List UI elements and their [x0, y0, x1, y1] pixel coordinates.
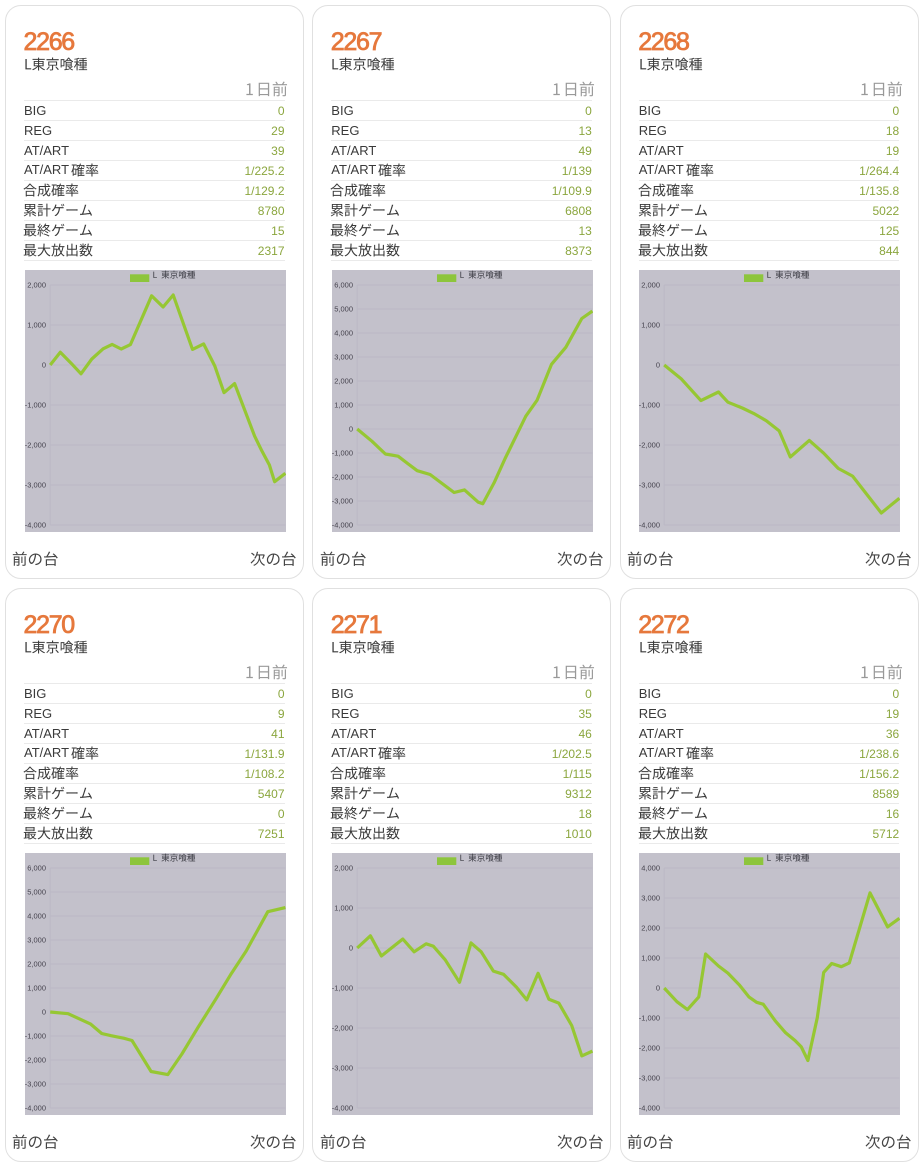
- svg-text:5,000: 5,000: [27, 887, 46, 896]
- svg-text:6,000: 6,000: [27, 863, 46, 872]
- svg-text:-3,000: -3,000: [332, 1063, 353, 1072]
- svg-text:2,000: 2,000: [642, 923, 661, 932]
- svg-text:1,000: 1,000: [27, 320, 46, 329]
- svg-text:2,000: 2,000: [27, 959, 46, 968]
- svg-text:-4,000: -4,000: [639, 1103, 660, 1112]
- svg-text:1,000: 1,000: [642, 953, 661, 962]
- svg-text:0: 0: [656, 360, 660, 369]
- svg-text:-3,000: -3,000: [639, 480, 660, 489]
- svg-text:2,000: 2,000: [334, 376, 353, 385]
- svg-text:-4,000: -4,000: [639, 520, 660, 529]
- svg-text:-1,000: -1,000: [25, 1031, 46, 1040]
- svg-text:0: 0: [349, 943, 353, 952]
- svg-text:-3,000: -3,000: [639, 1073, 660, 1082]
- svg-text:-3,000: -3,000: [25, 1079, 46, 1088]
- svg-text:-2,000: -2,000: [639, 1043, 660, 1052]
- svg-text:-4,000: -4,000: [332, 520, 353, 529]
- svg-text:2,000: 2,000: [642, 280, 661, 289]
- svg-text:0: 0: [349, 424, 353, 433]
- svg-text:3,000: 3,000: [642, 893, 661, 902]
- svg-text:-1,000: -1,000: [25, 400, 46, 409]
- svg-text:-4,000: -4,000: [332, 1103, 353, 1112]
- svg-text:3,000: 3,000: [334, 352, 353, 361]
- svg-text:4,000: 4,000: [27, 911, 46, 920]
- svg-text:2,000: 2,000: [334, 863, 353, 872]
- svg-text:1,000: 1,000: [642, 320, 661, 329]
- svg-text:3,000: 3,000: [27, 935, 46, 944]
- svg-text:2,000: 2,000: [27, 280, 46, 289]
- svg-text:-1,000: -1,000: [332, 448, 353, 457]
- svg-text:-2,000: -2,000: [25, 1055, 46, 1064]
- svg-text:4,000: 4,000: [642, 863, 661, 872]
- svg-text:-1,000: -1,000: [639, 1013, 660, 1022]
- svg-text:1,000: 1,000: [27, 983, 46, 992]
- svg-text:-2,000: -2,000: [332, 1023, 353, 1032]
- svg-text:-3,000: -3,000: [25, 480, 46, 489]
- svg-text:1,000: 1,000: [334, 400, 353, 409]
- svg-text:-4,000: -4,000: [25, 1103, 46, 1112]
- svg-text:0: 0: [656, 983, 660, 992]
- svg-text:0: 0: [42, 360, 46, 369]
- svg-text:4,000: 4,000: [334, 328, 353, 337]
- svg-text:0: 0: [42, 1007, 46, 1016]
- svg-text:-1,000: -1,000: [332, 983, 353, 992]
- svg-text:-2,000: -2,000: [25, 440, 46, 449]
- svg-text:-2,000: -2,000: [639, 440, 660, 449]
- svg-text:-1,000: -1,000: [639, 400, 660, 409]
- svg-text:-3,000: -3,000: [332, 496, 353, 505]
- svg-text:5,000: 5,000: [334, 304, 353, 313]
- svg-text:6,000: 6,000: [334, 280, 353, 289]
- svg-text:-2,000: -2,000: [332, 472, 353, 481]
- svg-text:-4,000: -4,000: [25, 520, 46, 529]
- svg-text:1,000: 1,000: [334, 903, 353, 912]
